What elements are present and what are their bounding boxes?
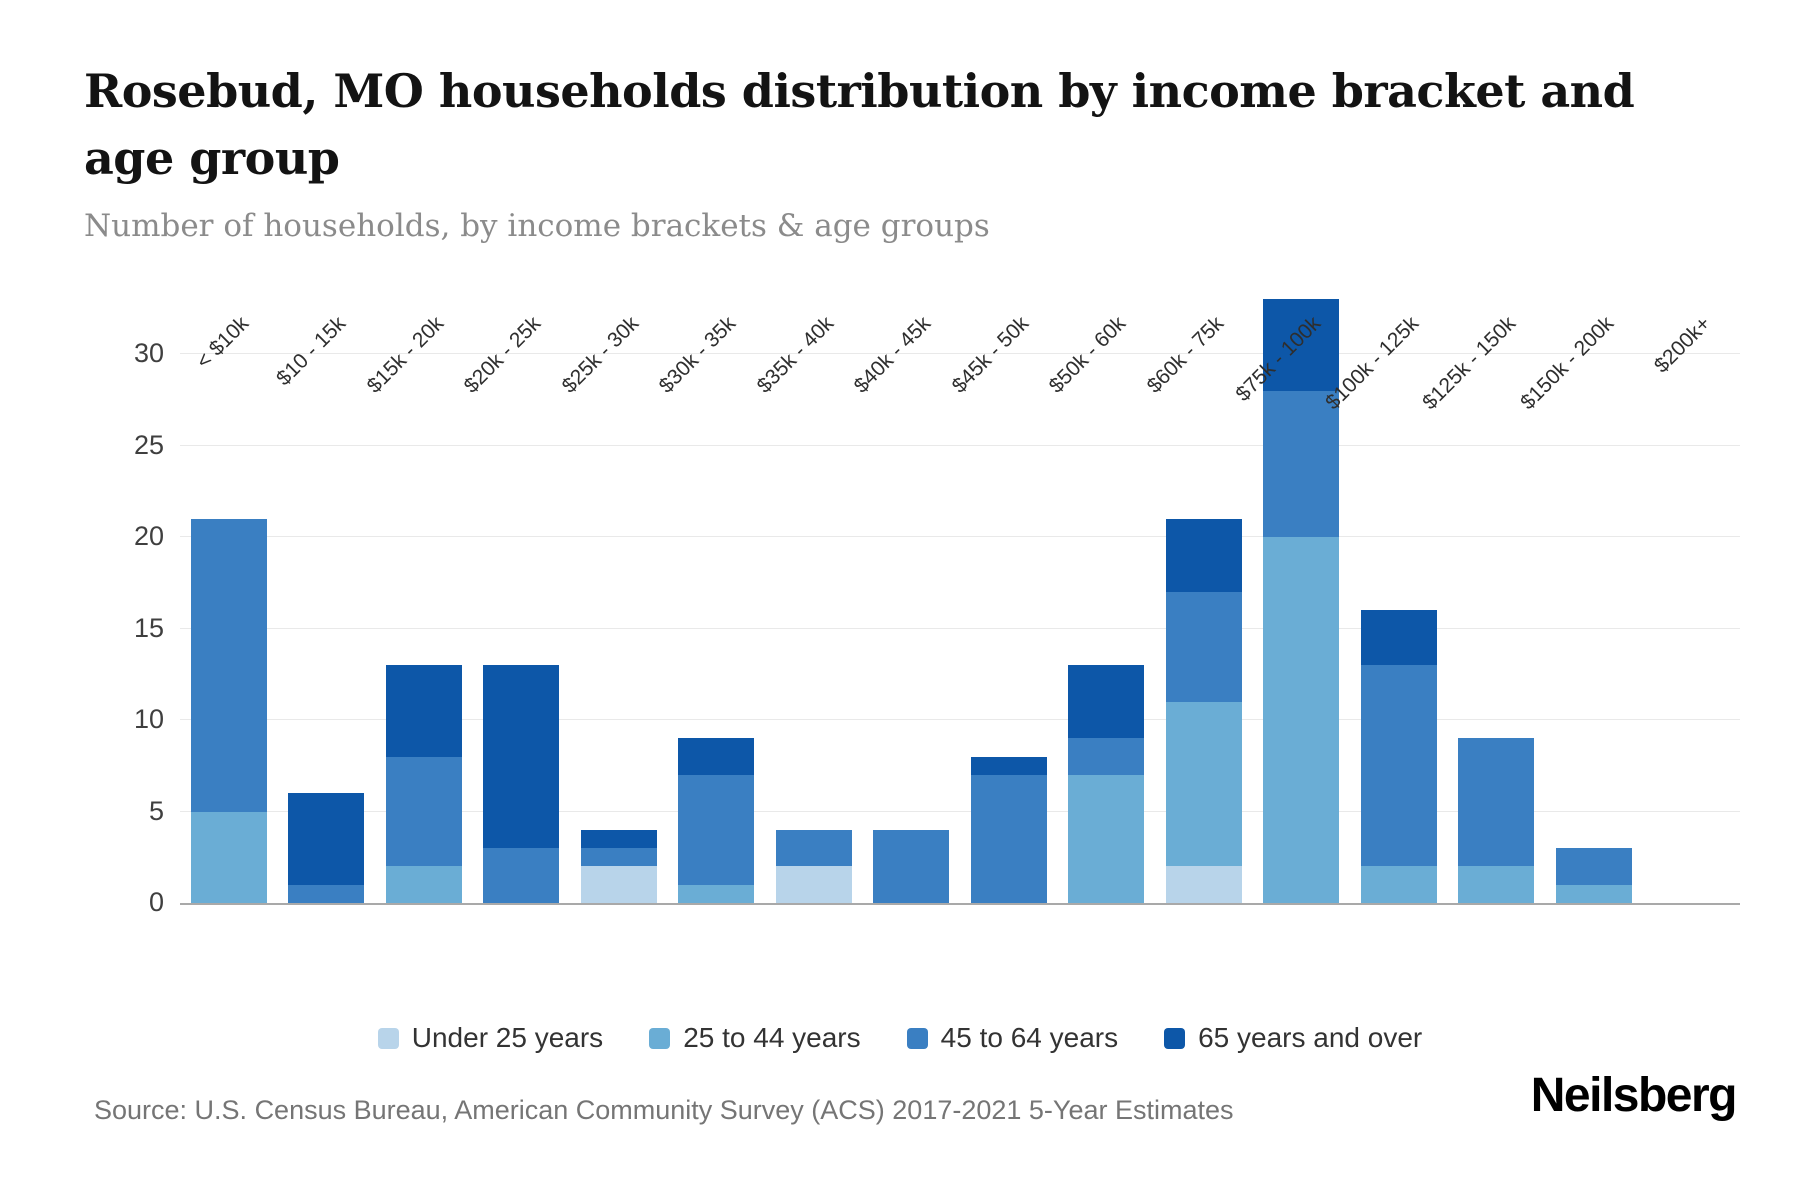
x-axis-tick-label: < $10k [191,312,253,374]
legend-swatch [1164,1027,1186,1049]
legend-label: 45 to 64 years [940,1022,1119,1053]
bar-segment [580,848,657,867]
bar-segment [775,866,852,903]
bar-segment [1360,610,1437,666]
bar-segment [580,829,657,849]
y-axis-tick-label: 15 [133,612,164,643]
bar-segment [1068,665,1145,739]
bar-segment [1360,665,1437,867]
gridline [180,353,1740,354]
chart-subtitle: Number of households, by income brackets… [84,208,990,244]
legend-swatch [906,1027,928,1049]
bar-segment [1555,848,1632,885]
gridline [180,627,1740,629]
bar-segment [483,665,560,849]
source-note: Source: U.S. Census Bureau, American Com… [94,1095,1234,1125]
plot-area: 0 5 10 15 20 25 30 < $10k $10 - 15k $15k - 20k $20… [134,298,1740,917]
legend-label: 25 to 44 years [683,1022,861,1053]
gridline [180,810,1740,812]
x-axis-tick-label: $60k - 75k [1142,312,1228,398]
x-axis-tick-label: $25k - 30k [557,312,643,398]
x-axis-tick-label: $125k - 150k [1418,312,1521,415]
bar-segment [385,665,462,757]
bar-segment [1555,884,1632,903]
legend-label: 65 years and over [1198,1022,1423,1053]
bar-segment [1263,537,1340,903]
bar-segment [385,866,462,903]
x-axis-tick-label: $30k - 35k [654,312,741,398]
x-axis-tick-label: $50k - 60k [1044,312,1131,398]
x-axis-tick-label: $20k - 25k [459,312,546,398]
x-axis-tick-label: $200k+ [1649,312,1716,378]
bar-segment [580,866,657,903]
bar-segment [1165,518,1242,592]
legend-swatch [377,1027,399,1049]
bar-segment [1165,591,1242,702]
gridline [180,444,1740,446]
x-axis-tick-label: $10 - 15k [272,312,351,391]
bar-segment [1458,738,1535,867]
y-axis-tick-label: 20 [133,521,164,551]
bar-segment [775,829,852,867]
brand-logo: Neilsberg [1530,1069,1738,1122]
bar-segment [288,884,365,903]
bar-segment [190,811,267,903]
bar-segment [1263,390,1340,537]
x-axis-tick-label: $15k - 20k [362,312,448,398]
legend-item[interactable]: Under 25 years [377,1022,604,1054]
y-axis-tick-label: 25 [133,429,164,460]
y-axis-tick-label: 30 [133,338,164,368]
bar-segment [678,774,755,885]
x-axis-tick-label: $40k - 45k [849,312,936,398]
bar-segment [873,829,950,903]
y-axis-tick-label: 0 [148,887,164,917]
bar-segment [1458,866,1535,903]
y-axis-tick-label: 10 [133,704,164,734]
gridline [180,536,1740,537]
bar-segment [288,793,365,885]
bar-segment [1068,738,1145,775]
chart-title: Rosebud, MO households distribution by i… [84,64,1635,185]
bar-segment [678,884,755,903]
legend-item[interactable]: 45 to 64 years [906,1022,1119,1054]
bar-segment [483,848,560,903]
legend-swatch [649,1027,671,1049]
bar-segment [385,756,462,867]
chart-legend: Under 25 years 25 to 44 years 45 to 64 yea… [0,1022,1800,1054]
bar-segment [678,738,755,775]
bar-segment [1360,866,1437,903]
bar-segment [1068,774,1145,903]
x-axis-tick-label: $45k - 50k [947,312,1033,398]
gridline [180,719,1740,720]
x-axis-tick-label: $150k - 200k [1515,312,1618,415]
bar-segment [1165,701,1242,867]
bar-segment [970,774,1047,903]
legend-label: Under 25 years [411,1022,604,1053]
bar-segment [970,756,1047,775]
bar-segment [1263,299,1340,391]
legend-item[interactable]: 65 years and over [1164,1022,1422,1054]
legend-item[interactable]: 25 to 44 years [649,1022,861,1054]
y-axis-tick-label: 5 [148,795,164,826]
x-axis-tick-label: $35k - 40k [752,312,838,398]
bar-segment [1165,866,1242,903]
bar-segment [190,518,267,812]
